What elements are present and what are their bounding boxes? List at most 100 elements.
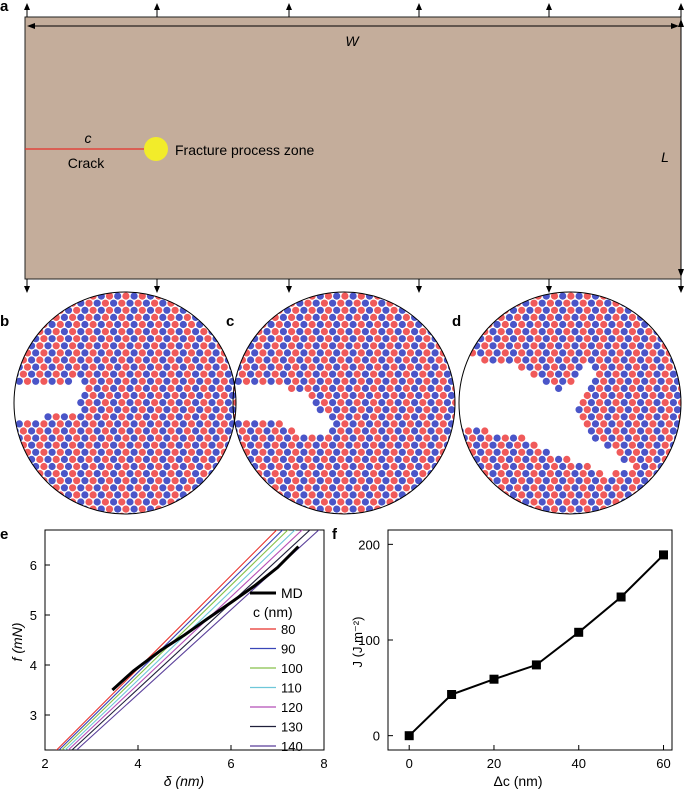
atom [183, 399, 191, 407]
atom [620, 441, 628, 449]
atom [402, 427, 410, 435]
atom [233, 399, 236, 407]
atom [411, 427, 419, 435]
atom [628, 313, 637, 321]
atom [341, 349, 349, 357]
atom [608, 320, 616, 329]
atom [312, 370, 320, 378]
atom [85, 370, 93, 378]
atom [628, 427, 637, 435]
atom [341, 320, 349, 329]
atom [69, 313, 77, 321]
atom [183, 328, 191, 336]
atom [101, 370, 109, 378]
atom [337, 484, 345, 492]
atom [224, 427, 232, 435]
atom [587, 470, 596, 478]
chart-e-xtick-label: 4 [134, 756, 141, 771]
atom [101, 484, 109, 492]
atom [77, 356, 85, 364]
atom [110, 370, 118, 378]
atom [110, 399, 118, 407]
atom [406, 420, 415, 428]
atom [183, 441, 191, 449]
atom [333, 292, 341, 300]
atom [382, 335, 390, 343]
atom [481, 455, 489, 463]
atom [52, 441, 60, 449]
atom [411, 370, 419, 378]
atom [411, 328, 419, 336]
atom [151, 342, 159, 350]
load-arrowhead-top [678, 3, 684, 10]
atom [283, 448, 292, 456]
atom [353, 498, 361, 506]
atom [110, 413, 118, 421]
atom [118, 413, 126, 421]
atom [134, 498, 142, 506]
atom [171, 434, 179, 442]
atom [657, 434, 665, 442]
atom [187, 477, 196, 485]
atom [530, 356, 538, 364]
atom [378, 370, 386, 378]
atom [632, 477, 641, 485]
atom [365, 420, 374, 428]
atom [632, 406, 641, 414]
atom [370, 384, 378, 392]
atom [555, 370, 563, 378]
atom [612, 427, 620, 435]
atom [171, 363, 179, 371]
atom [304, 299, 312, 307]
atom [583, 406, 591, 414]
atom [134, 441, 142, 449]
atom [612, 370, 620, 378]
atom [242, 420, 251, 428]
atom [304, 328, 312, 336]
atom [481, 356, 489, 364]
atom [81, 391, 89, 400]
atom [390, 477, 398, 485]
atom [52, 470, 60, 478]
atom [353, 299, 361, 307]
atom [579, 470, 587, 478]
atom [85, 484, 93, 492]
atom [312, 455, 320, 463]
atom [288, 356, 296, 364]
atom [192, 342, 200, 350]
atom [390, 335, 398, 343]
atom [101, 328, 109, 336]
atom [296, 328, 304, 336]
atom [200, 384, 208, 392]
atom [378, 441, 386, 449]
atom [518, 477, 526, 485]
atom [612, 484, 620, 492]
load-arrowhead-top [24, 3, 30, 10]
atom [316, 320, 324, 329]
atom [155, 434, 163, 442]
atom [316, 363, 324, 371]
atom [171, 462, 179, 471]
atom [579, 299, 587, 307]
atom [538, 313, 546, 321]
atom [473, 427, 481, 435]
atom [324, 406, 333, 414]
atom [439, 434, 447, 442]
atom [288, 313, 296, 321]
chart-e-series-100 [61, 530, 289, 750]
atom [501, 462, 509, 471]
atom [247, 427, 255, 435]
atom [114, 505, 122, 513]
atom [641, 377, 649, 385]
atom [138, 406, 146, 414]
atom [192, 356, 200, 364]
atom [542, 363, 550, 371]
atom [497, 441, 505, 449]
atom [320, 455, 328, 463]
atom [546, 484, 555, 492]
atom [288, 328, 296, 336]
atom [509, 448, 518, 456]
atom [673, 391, 681, 400]
atom [415, 406, 423, 414]
atom [411, 342, 419, 350]
